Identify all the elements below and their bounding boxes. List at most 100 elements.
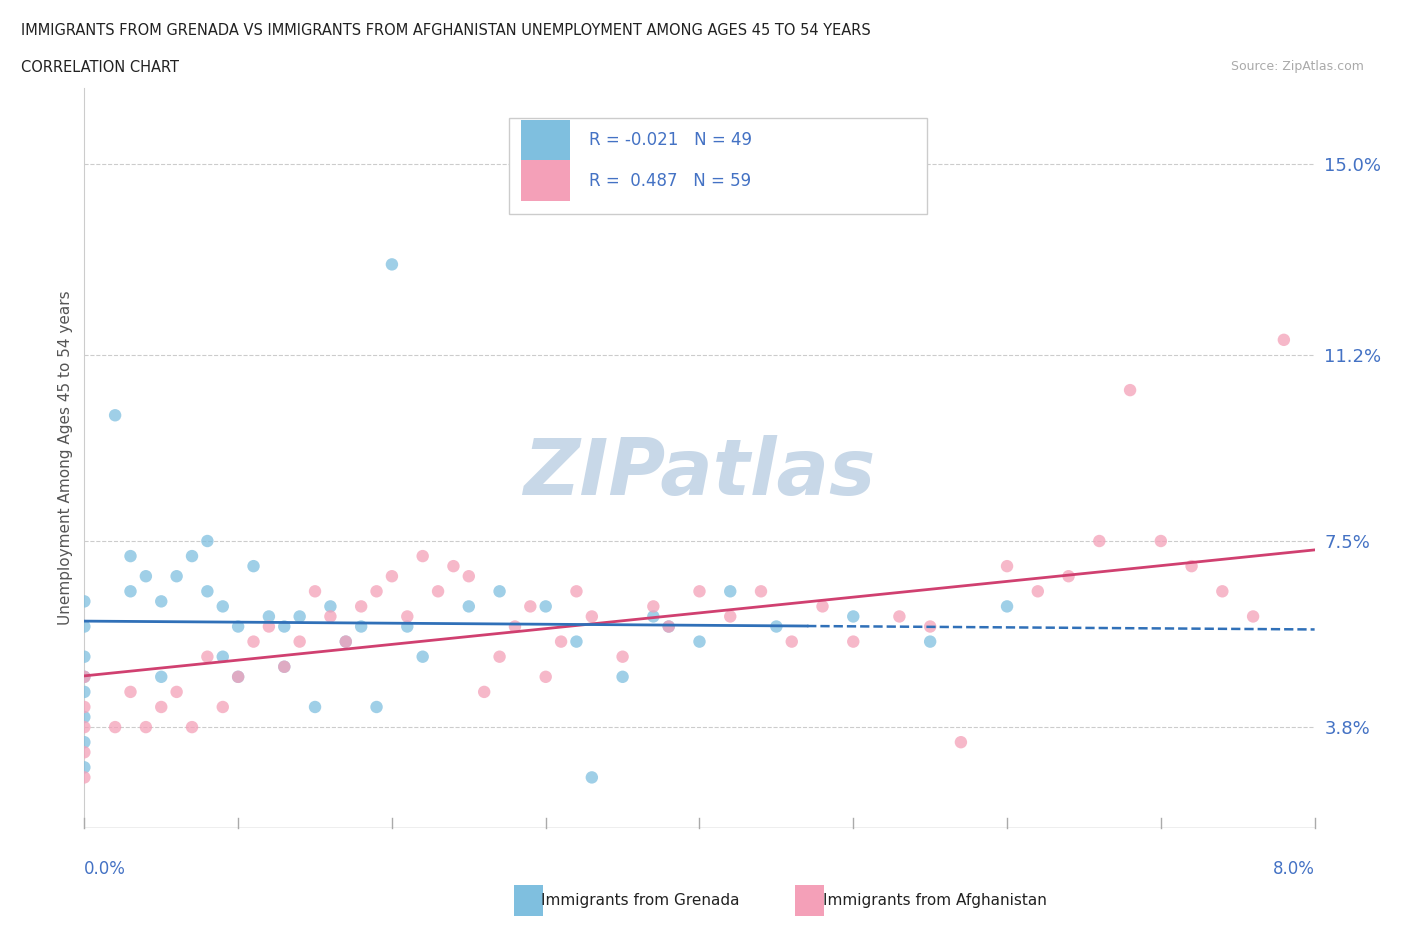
Text: 8.0%: 8.0% — [1272, 860, 1315, 878]
Point — [427, 584, 450, 599]
Point — [503, 619, 526, 634]
Point — [304, 699, 326, 714]
Point — [73, 720, 96, 735]
Point — [643, 599, 665, 614]
Point — [73, 745, 96, 760]
Point — [1119, 382, 1142, 397]
Point — [643, 609, 665, 624]
Point — [1057, 569, 1080, 584]
Point — [73, 699, 96, 714]
Point — [304, 584, 326, 599]
Point — [412, 649, 434, 664]
Point — [718, 584, 741, 599]
Point — [842, 609, 865, 624]
Point — [443, 559, 465, 574]
Point — [226, 619, 249, 634]
Point — [550, 634, 572, 649]
Text: ZIPatlas: ZIPatlas — [523, 435, 876, 511]
Text: Source: ZipAtlas.com: Source: ZipAtlas.com — [1230, 60, 1364, 73]
Point — [457, 599, 479, 614]
Point — [780, 634, 803, 649]
Text: Immigrants from Afghanistan: Immigrants from Afghanistan — [823, 893, 1046, 908]
Point — [335, 634, 357, 649]
Point — [519, 599, 541, 614]
Point — [211, 699, 233, 714]
Point — [842, 634, 865, 649]
Point — [104, 720, 127, 735]
Point — [73, 619, 96, 634]
Point — [488, 649, 510, 664]
Point — [350, 599, 373, 614]
Point — [658, 619, 681, 634]
Point — [381, 257, 404, 272]
Point — [120, 584, 142, 599]
Point — [197, 534, 219, 549]
Point — [366, 584, 388, 599]
Point — [257, 619, 280, 634]
Point — [166, 684, 188, 699]
Point — [581, 770, 603, 785]
Point — [565, 584, 588, 599]
Point — [1088, 534, 1111, 549]
Point — [73, 735, 96, 750]
Point — [73, 710, 96, 724]
Point — [534, 599, 557, 614]
Point — [135, 720, 157, 735]
Point — [273, 619, 295, 634]
Point — [718, 609, 741, 624]
Point — [319, 609, 342, 624]
Point — [1026, 584, 1049, 599]
Point — [995, 559, 1018, 574]
Point — [181, 720, 204, 735]
Point — [1150, 534, 1173, 549]
Point — [689, 634, 711, 649]
Point — [73, 760, 96, 775]
Text: R = -0.021   N = 49: R = -0.021 N = 49 — [589, 131, 752, 149]
Point — [242, 559, 264, 574]
Point — [565, 634, 588, 649]
Text: 0.0%: 0.0% — [84, 860, 127, 878]
Point — [1181, 559, 1204, 574]
Point — [612, 649, 634, 664]
Point — [534, 670, 557, 684]
Text: R =  0.487   N = 59: R = 0.487 N = 59 — [589, 172, 751, 190]
Point — [811, 599, 834, 614]
Point — [211, 599, 233, 614]
Point — [319, 599, 342, 614]
FancyBboxPatch shape — [522, 120, 571, 161]
Point — [949, 735, 972, 750]
Point — [73, 770, 96, 785]
Point — [73, 594, 96, 609]
Point — [150, 594, 173, 609]
Point — [889, 609, 911, 624]
Point — [273, 659, 295, 674]
Point — [257, 609, 280, 624]
Point — [181, 549, 204, 564]
Point — [120, 549, 142, 564]
Point — [366, 699, 388, 714]
Point — [288, 634, 311, 649]
Point — [120, 684, 142, 699]
Point — [488, 584, 510, 599]
Point — [920, 634, 942, 649]
Point — [396, 619, 419, 634]
FancyBboxPatch shape — [509, 118, 927, 214]
Text: CORRELATION CHART: CORRELATION CHART — [21, 60, 179, 75]
Point — [166, 569, 188, 584]
Point — [150, 699, 173, 714]
Point — [226, 670, 249, 684]
Point — [226, 670, 249, 684]
Point — [211, 649, 233, 664]
Point — [288, 609, 311, 624]
Text: IMMIGRANTS FROM GRENADA VS IMMIGRANTS FROM AFGHANISTAN UNEMPLOYMENT AMONG AGES 4: IMMIGRANTS FROM GRENADA VS IMMIGRANTS FR… — [21, 23, 870, 38]
Point — [1272, 332, 1295, 347]
Point — [135, 569, 157, 584]
Point — [197, 584, 219, 599]
Point — [765, 619, 787, 634]
Point — [242, 634, 264, 649]
FancyBboxPatch shape — [522, 161, 571, 201]
Point — [658, 619, 681, 634]
Point — [73, 670, 96, 684]
Point — [457, 569, 479, 584]
Point — [412, 549, 434, 564]
